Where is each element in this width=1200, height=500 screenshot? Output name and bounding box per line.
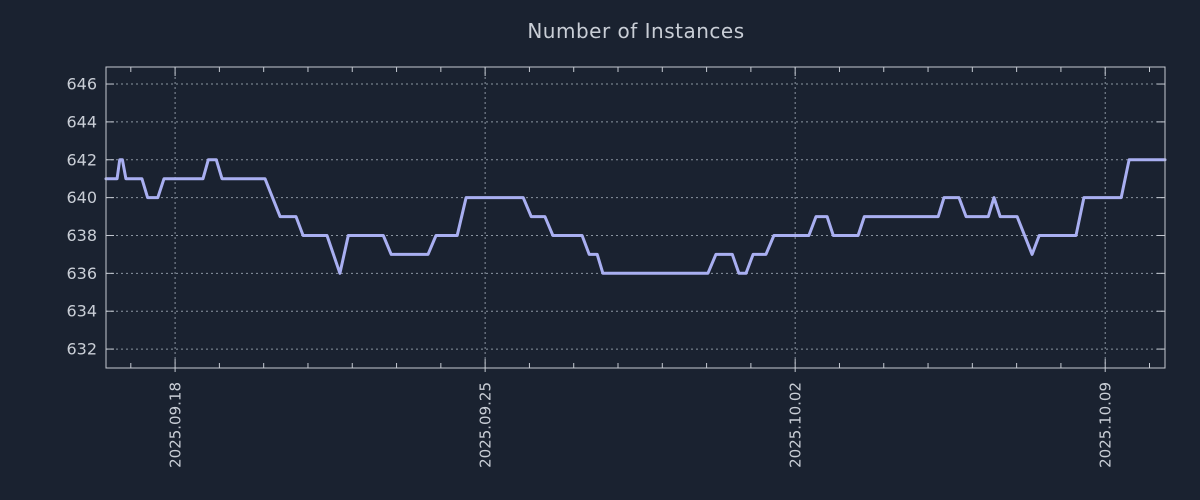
x-tick-label: 2025.09.18 [167, 382, 185, 468]
y-tick-label: 638 [66, 226, 97, 245]
x-tick-labels: 2025.09.18 2025.09.25 2025.10.02 2025.10.09 [167, 382, 1115, 468]
y-gridlines [106, 83, 1165, 350]
y-tick-labels: 632 634 636 638 640 642 644 646 [66, 75, 97, 359]
x-tick-label: 2025.10.02 [787, 382, 805, 468]
chart-title: Number of Instances [527, 19, 744, 43]
y-tick-label: 634 [66, 302, 97, 321]
axis-ticks [106, 67, 1165, 372]
x-tick-label: 2025.09.25 [477, 382, 495, 468]
y-tick-label: 636 [66, 264, 97, 283]
plot-frame [105, 66, 1166, 369]
series-line-instances [104, 158, 1167, 275]
y-tick-label: 640 [66, 188, 97, 207]
y-tick-label: 632 [66, 340, 97, 359]
y-tick-label: 642 [66, 150, 97, 169]
x-tick-label: 2025.10.09 [1097, 382, 1115, 468]
x-gridlines [174, 67, 1106, 368]
y-tick-label: 644 [66, 112, 97, 131]
y-tick-label: 646 [66, 75, 97, 94]
